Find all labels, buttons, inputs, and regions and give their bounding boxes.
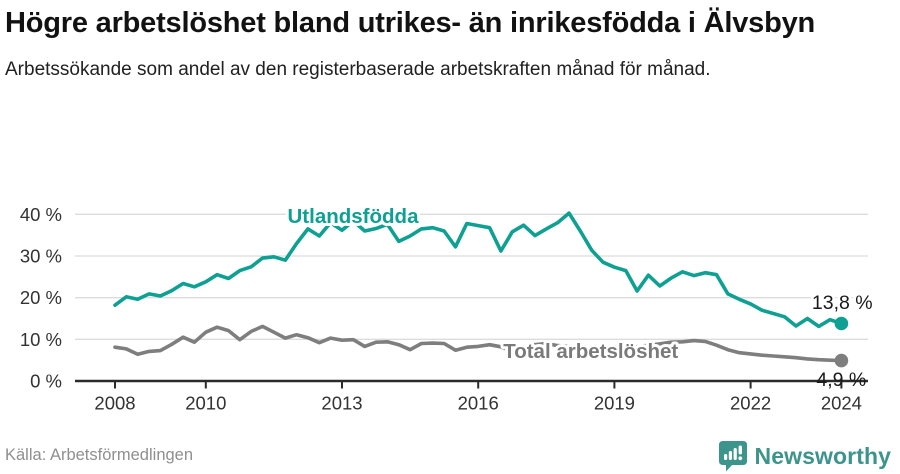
series-end-dot [834, 316, 849, 331]
series-end-dot [834, 353, 849, 368]
page-title: Högre arbetslöshet bland utrikes- än inr… [5, 7, 816, 39]
x-tick-label: 2022 [730, 393, 771, 414]
series-line [113, 324, 844, 363]
x-tick-label: 2016 [458, 393, 499, 414]
chart-label: Utlandsfödda [288, 205, 420, 228]
newsworthy-bubble-chart-icon [718, 440, 748, 472]
newsworthy-wordmark: Newsworthy [754, 442, 891, 469]
x-tick-label: 2019 [594, 393, 635, 414]
y-tick-label: 20 % [20, 287, 62, 308]
chart-canvas: 0 % 10 % 20 % 30 % 40 % 2008 2010 2013 2016 2019 2… [20, 202, 876, 414]
x-tick-label: 2024 [821, 393, 862, 414]
chart-label: Total arbetslöshet [503, 340, 678, 363]
chart-label: 4,9 % [816, 369, 866, 391]
newsworthy-logo[interactable]: Newsworthy [718, 440, 891, 472]
page-subtitle: Arbetssökande som andel av den registerb… [5, 58, 711, 80]
y-tick-label: 10 % [20, 329, 62, 350]
chart-header: Högre arbetslöshet bland utrikes- än inr… [0, 0, 900, 84]
x-tick-label: 2010 [185, 393, 226, 414]
y-tick-label: 40 % [20, 204, 62, 225]
x-tick-label: 2013 [321, 393, 362, 414]
line-chart: 0 % 10 % 20 % 30 % 40 % 2008 2010 2013 2016 2019 2… [0, 188, 900, 434]
x-tick-label: 2008 [94, 393, 135, 414]
series-line [113, 211, 844, 329]
y-tick-label: 30 % [20, 246, 62, 267]
y-tick-label: 0 % [30, 371, 62, 392]
chart-label: 13,8 % [812, 292, 873, 314]
source-note: Källa: Arbetsförmedlingen [5, 446, 194, 464]
